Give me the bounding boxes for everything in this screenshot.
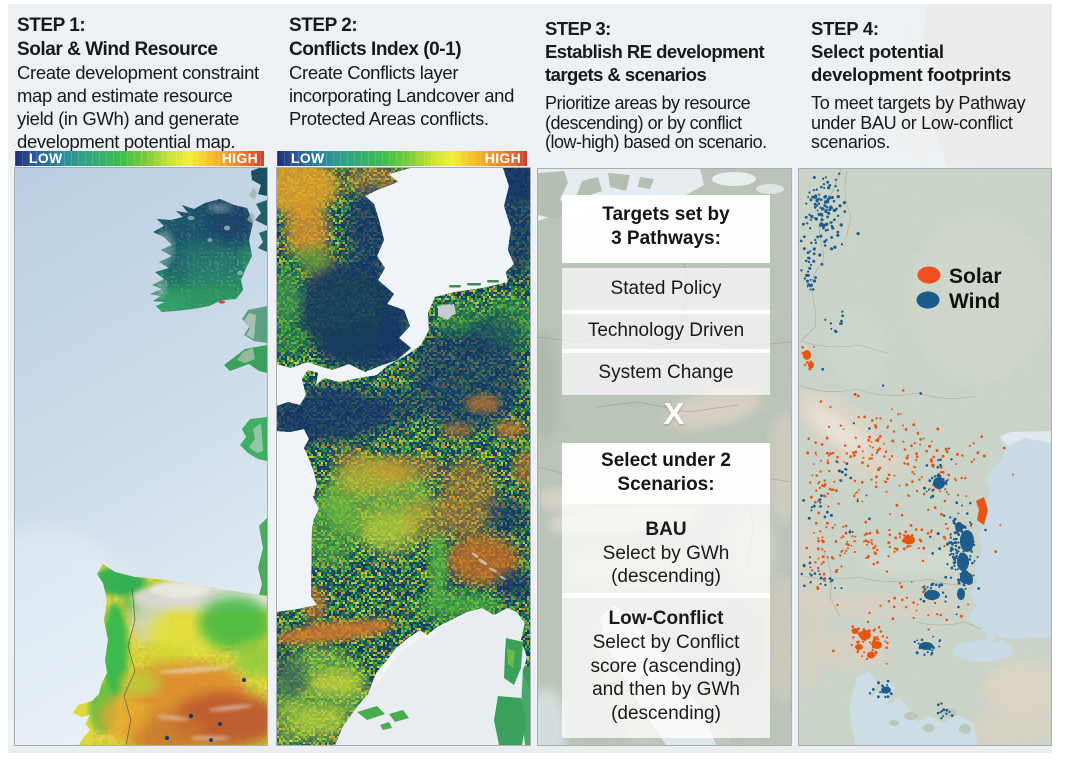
svg-text:Wind: Wind (949, 290, 1000, 313)
svg-text:Solar: Solar (949, 265, 1002, 288)
